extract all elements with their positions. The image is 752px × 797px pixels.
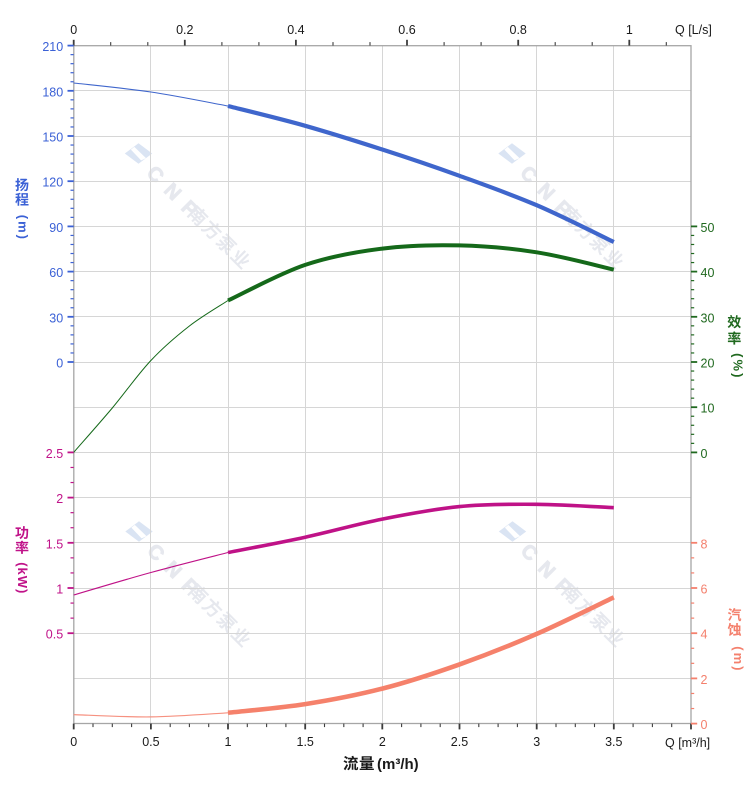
svg-text:Q [m³/h]: Q [m³/h] — [665, 736, 710, 750]
svg-text:(%): (%) — [730, 353, 745, 379]
svg-text:30: 30 — [49, 311, 63, 325]
svg-text:90: 90 — [49, 221, 63, 235]
svg-text:0.5: 0.5 — [142, 735, 159, 749]
svg-text:120: 120 — [42, 176, 63, 190]
svg-text:180: 180 — [42, 85, 63, 99]
svg-text:0: 0 — [70, 735, 77, 749]
svg-text:(m): (m) — [16, 215, 31, 241]
svg-text:0.2: 0.2 — [176, 23, 193, 37]
svg-text:210: 210 — [42, 40, 63, 54]
svg-text:2: 2 — [701, 673, 708, 687]
svg-text:30: 30 — [701, 311, 715, 325]
svg-text:0: 0 — [701, 447, 708, 461]
svg-text:0: 0 — [70, 23, 77, 37]
svg-text:1: 1 — [225, 735, 232, 749]
svg-text:Q [L/s]: Q [L/s] — [675, 23, 712, 37]
svg-text:1.5: 1.5 — [46, 537, 63, 551]
svg-text:(m³/h): (m³/h) — [377, 756, 419, 773]
svg-text:10: 10 — [701, 402, 715, 416]
svg-text:3: 3 — [533, 735, 540, 749]
svg-text:3.5: 3.5 — [605, 735, 622, 749]
svg-text:60: 60 — [49, 266, 63, 280]
svg-text:2: 2 — [56, 492, 63, 506]
svg-text:1: 1 — [626, 23, 633, 37]
svg-text:1: 1 — [56, 583, 63, 597]
svg-text:0: 0 — [701, 718, 708, 732]
svg-text:0: 0 — [56, 357, 63, 371]
svg-text:(kW): (kW) — [15, 562, 30, 594]
svg-text:2.5: 2.5 — [451, 735, 468, 749]
svg-text:20: 20 — [701, 357, 715, 371]
svg-text:0.4: 0.4 — [287, 23, 304, 37]
svg-text:2.5: 2.5 — [46, 447, 63, 461]
svg-text:50: 50 — [701, 221, 715, 235]
svg-text:4: 4 — [701, 628, 708, 642]
svg-text:8: 8 — [701, 537, 708, 551]
svg-text:6: 6 — [701, 583, 708, 597]
svg-text:0.6: 0.6 — [398, 23, 415, 37]
svg-text:0.8: 0.8 — [510, 23, 527, 37]
svg-text:40: 40 — [701, 266, 715, 280]
svg-text:(m): (m) — [731, 646, 746, 672]
svg-text:1.5: 1.5 — [297, 735, 314, 749]
svg-text:0.5: 0.5 — [46, 628, 63, 642]
svg-text:2: 2 — [379, 735, 386, 749]
svg-text:150: 150 — [42, 131, 63, 145]
